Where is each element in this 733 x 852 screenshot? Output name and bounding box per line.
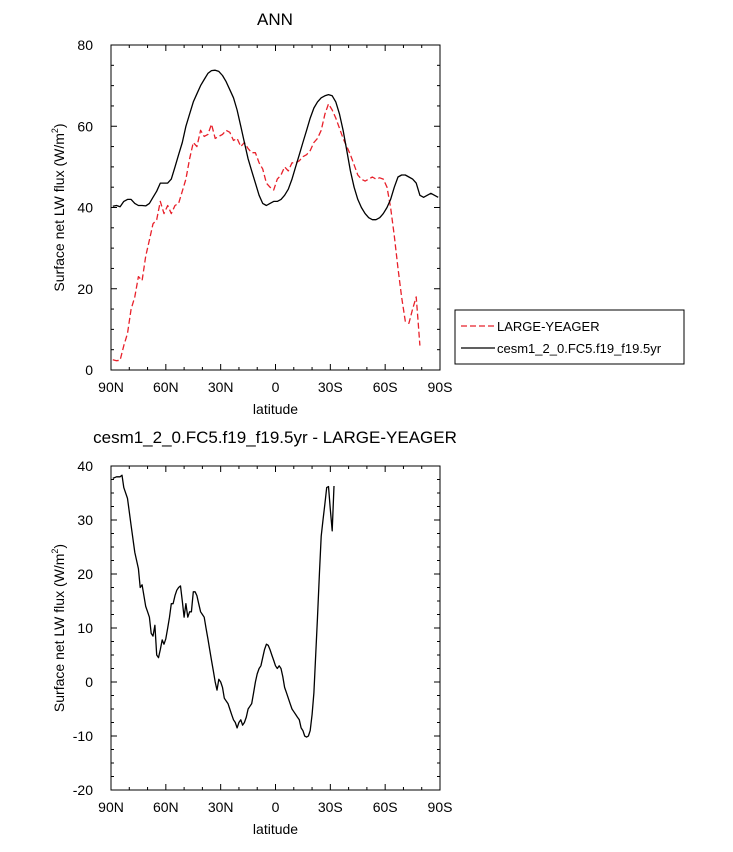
x-tick-label: 90S [428, 799, 453, 815]
series-line-1-2 [112, 69, 439, 221]
x-tick-label: 0 [272, 799, 280, 815]
x-tick-label: 30S [318, 379, 343, 395]
x-tick-label: 0 [272, 379, 280, 395]
y-tick-label: -20 [73, 782, 93, 798]
x-tick-label: 60S [373, 799, 398, 815]
chart-panel-2: cesm1_2_0.FC5.f19_f19.5yr - LARGE-YEAGER… [50, 428, 457, 837]
legend: LARGE-YEAGER cesm1_2_0.FC5.f19_f19.5yr [454, 309, 685, 365]
y-tick-label: 40 [77, 200, 93, 216]
y-tick-label: 0 [85, 362, 93, 378]
x-tick-label: 90N [98, 799, 124, 815]
plot-frame [110, 44, 441, 371]
x-tick-label: 60N [153, 799, 179, 815]
y-tick-label: -10 [73, 728, 93, 744]
y-tick-label: 20 [77, 281, 93, 297]
y-tick-label: 10 [77, 620, 93, 636]
y-axis-title: Surface net LW flux (W/m2) [50, 544, 67, 712]
x-axis-title: latitude [253, 401, 298, 417]
legend-box [454, 309, 685, 365]
chart-panel-1: ANN 90N 60N 30N 0 30S 60S 90S 0 20 40 60 80 latitude S… [50, 10, 452, 417]
legend-label: cesm1_2_0.FC5.f19_f19.5yr [497, 341, 662, 356]
x-tick-label: 90N [98, 379, 124, 395]
y-tick-label: 60 [77, 118, 93, 134]
x-tick-label: 30S [318, 799, 343, 815]
y-tick-label: 0 [85, 674, 93, 690]
y-tick-label: 40 [77, 458, 93, 474]
series-line-2-1 [112, 474, 335, 738]
x-tick-label: 30N [208, 799, 234, 815]
plot-frame [110, 465, 441, 791]
chart-title: cesm1_2_0.FC5.f19_f19.5yr - LARGE-YEAGER [93, 428, 457, 447]
y-axis-title: Surface net LW flux (W/m2) [50, 123, 67, 291]
y-tick-label: 20 [77, 566, 93, 582]
x-tick-label: 60S [373, 379, 398, 395]
legend-label: LARGE-YEAGER [497, 319, 600, 334]
series-line-1-1 [112, 103, 421, 362]
x-tick-label: 30N [208, 379, 234, 395]
x-tick-label: 90S [428, 379, 453, 395]
x-tick-label: 60N [153, 379, 179, 395]
x-axis-title: latitude [253, 821, 298, 837]
y-tick-label: 30 [77, 512, 93, 528]
chart-title: ANN [257, 10, 293, 29]
y-tick-label: 80 [77, 37, 93, 53]
